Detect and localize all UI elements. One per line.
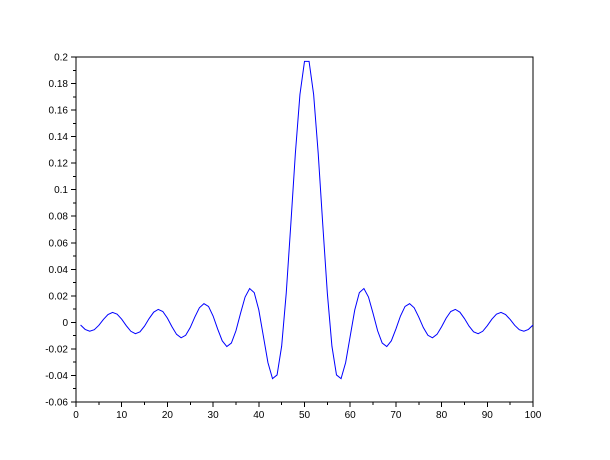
- x-tick-label: 80: [436, 410, 448, 421]
- y-tick-label: 0.04: [49, 265, 69, 276]
- y-tick-label: -0.04: [45, 371, 68, 382]
- x-tick-label: 30: [208, 410, 220, 421]
- y-tick-label: 0.2: [54, 53, 68, 64]
- x-tick-label: 60: [345, 410, 357, 421]
- y-tick-label: 0.16: [49, 106, 69, 117]
- y-tick-label: -0.02: [45, 344, 68, 355]
- x-tick-label: 10: [116, 410, 128, 421]
- x-tick-label: 0: [73, 410, 79, 421]
- x-tick-label: 50: [299, 410, 311, 421]
- x-tick-label: 90: [482, 410, 494, 421]
- data-series-line: [80, 60, 534, 380]
- y-tick-label: 0.12: [49, 159, 69, 170]
- y-tick-label: 0.14: [49, 132, 69, 143]
- y-tick-label: 0.02: [49, 291, 69, 302]
- x-tick-label: 100: [525, 410, 542, 421]
- x-tick-label: 40: [253, 410, 265, 421]
- y-tick-label: -0.06: [45, 398, 68, 409]
- y-tick-label: 0.1: [54, 185, 68, 196]
- x-tick-label: 70: [390, 410, 402, 421]
- y-tick-label: 0: [62, 318, 68, 329]
- x-tick-label: 20: [162, 410, 174, 421]
- y-tick-label: 0.18: [49, 79, 69, 90]
- y-tick-label: 0.06: [49, 238, 69, 249]
- y-tick-label: 0.08: [49, 212, 69, 223]
- plot-box: [75, 56, 534, 403]
